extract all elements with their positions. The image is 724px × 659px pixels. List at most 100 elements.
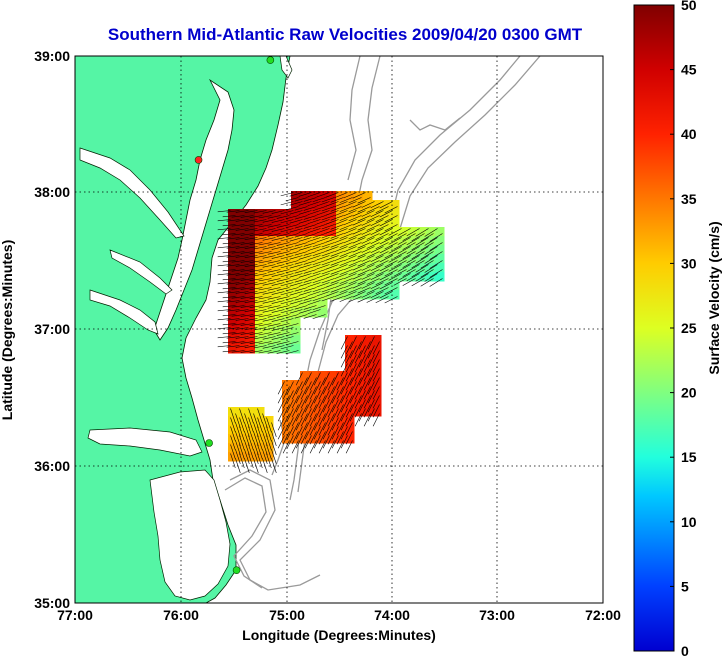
velocity-vector: [345, 431, 353, 445]
velocity-vector: [349, 381, 357, 395]
velocity-vector: [289, 282, 303, 287]
velocity-cell: [318, 281, 328, 291]
velocity-vector: [253, 237, 267, 241]
velocity-vector: [267, 269, 281, 273]
velocity-vector: [367, 372, 375, 386]
velocity-vector: [271, 219, 285, 223]
velocity-vector: [415, 255, 429, 264]
velocity-cell: [228, 245, 238, 255]
velocity-cell: [264, 281, 274, 291]
velocity-vector: [244, 309, 258, 313]
velocity-cell: [273, 254, 283, 264]
velocity-vector: [267, 287, 281, 291]
velocity-vector: [330, 215, 344, 221]
velocity-vector: [258, 341, 272, 345]
velocity-cell: [399, 263, 409, 273]
velocity-vector: [222, 305, 236, 308]
velocity-cell: [255, 263, 265, 273]
velocity-cell: [228, 317, 238, 327]
velocity-vector: [231, 341, 245, 344]
velocity-vector: [370, 210, 384, 218]
velocity-vector: [402, 233, 416, 241]
velocity-vector: [307, 237, 321, 243]
velocity-vector: [429, 242, 443, 251]
velocity-vector: [313, 399, 321, 413]
velocity-vector: [307, 246, 321, 252]
velocity-vector: [343, 264, 357, 271]
velocity-vector: [309, 386, 317, 400]
velocity-vector: [334, 246, 348, 252]
velocity-vector: [349, 372, 357, 386]
velocity-vector: [295, 390, 303, 404]
velocity-vector: [226, 273, 240, 276]
velocity-vector: [379, 210, 393, 218]
velocity-cell: [246, 209, 256, 219]
velocity-vector: [366, 206, 380, 213]
velocity-cell: [273, 209, 283, 219]
velocity-cell: [264, 245, 274, 255]
velocity-vector: [271, 228, 285, 232]
velocity-vector: [327, 386, 335, 400]
velocity-vector: [352, 228, 366, 235]
velocity-cell: [228, 281, 238, 291]
velocity-vector: [334, 282, 348, 288]
velocity-vector: [307, 255, 321, 261]
velocity-vector: [230, 417, 236, 432]
velocity-vector: [298, 237, 312, 242]
velocity-vector: [354, 368, 362, 382]
velocity-cell: [336, 236, 346, 246]
velocity-cell: [228, 272, 238, 282]
velocity-vector: [239, 435, 245, 450]
velocity-vector: [340, 426, 348, 440]
velocity-vector: [253, 431, 259, 446]
velocity-cell: [300, 290, 310, 300]
velocity-vector: [298, 273, 312, 278]
velocity-vector: [286, 381, 294, 395]
velocity-cell: [372, 398, 382, 408]
velocity-vector: [318, 377, 326, 391]
velocity-vector: [352, 201, 366, 208]
delaware-bay: [279, 56, 293, 79]
velocity-vector: [276, 305, 290, 309]
velocity-vector: [244, 413, 250, 428]
velocity-vector: [262, 228, 276, 232]
velocity-vector: [262, 264, 276, 268]
velocity-cell: [255, 218, 265, 228]
velocity-cell: [228, 335, 238, 345]
velocity-cell: [309, 263, 319, 273]
velocity-vector: [217, 237, 231, 240]
velocity-vector: [294, 287, 308, 292]
velocity-vector: [402, 251, 416, 259]
x-axis-label: Longitude (Degrees:Minutes): [242, 627, 436, 643]
colorbar-tick-label: 5: [681, 578, 689, 594]
velocity-vector: [393, 233, 407, 241]
velocity-cell: [237, 434, 247, 444]
velocity-cell: [237, 218, 247, 228]
velocity-cell: [390, 200, 400, 210]
velocity-vector: [276, 278, 290, 282]
radar-stations: [194, 56, 275, 574]
velocity-cell: [237, 272, 247, 282]
velocity-vector: [424, 246, 438, 255]
velocity-vector: [393, 260, 407, 268]
velocity-cell: [336, 209, 346, 219]
pamlico-sound: [149, 469, 231, 601]
velocity-vector: [321, 224, 335, 230]
velocity-vector: [258, 287, 272, 291]
velocity-vector: [294, 206, 308, 211]
velocity-vector: [339, 269, 353, 275]
velocity-cell: [390, 245, 400, 255]
velocity-cell: [345, 344, 355, 354]
velocity-vector: [262, 449, 268, 464]
velocity-vector: [267, 233, 281, 237]
velocity-vector: [271, 282, 285, 286]
velocity-cell: [246, 443, 256, 453]
velocity-vector: [411, 260, 425, 269]
velocity-vector: [348, 233, 362, 240]
velocity-vector: [357, 197, 371, 204]
velocity-cell: [417, 227, 427, 237]
velocity-cell: [273, 317, 283, 327]
velocity-cell: [237, 443, 247, 453]
velocity-cell: [327, 236, 337, 246]
velocity-cell: [246, 236, 256, 246]
